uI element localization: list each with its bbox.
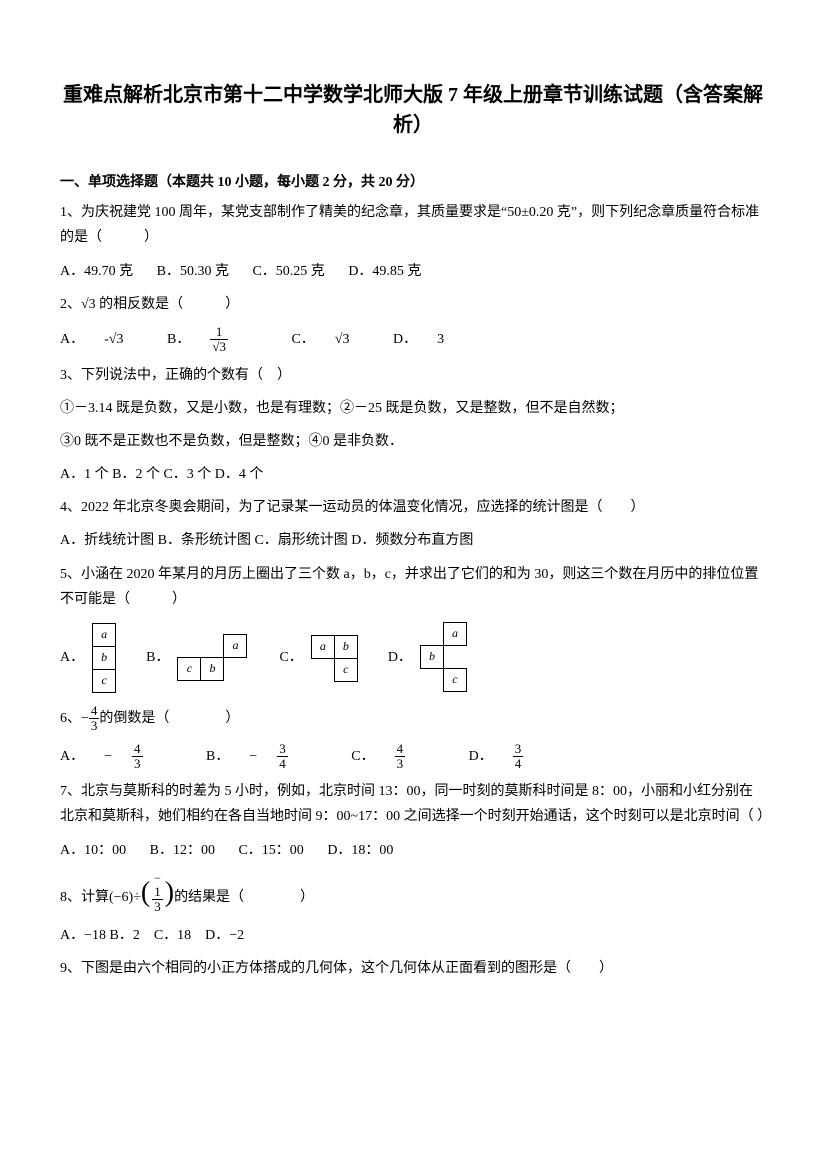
grid-cell: b bbox=[200, 657, 224, 681]
question-5-options: A． a b c B． a b c C． a b c D． a b bbox=[60, 622, 766, 694]
q7-optD: D．18：00 bbox=[327, 843, 393, 858]
q6-optD: D．34 bbox=[469, 749, 564, 764]
q7-optC: C．15：00 bbox=[238, 843, 303, 858]
q5-optB: B． a b c bbox=[146, 634, 249, 682]
q2-optA: A．-√3 bbox=[60, 332, 143, 347]
question-2: 2、√3 的相反数是（ ） bbox=[60, 292, 766, 317]
q7-optB: B．12：00 bbox=[150, 843, 215, 858]
q6-optC: C．43 bbox=[351, 749, 445, 764]
section-header: 一、单项选择题（本题共 10 小题，每小题 2 分，共 20 分） bbox=[60, 170, 766, 195]
q5-optD: D． a b c bbox=[388, 622, 468, 694]
grid-cell: b bbox=[92, 646, 116, 670]
grid-cell: c bbox=[177, 657, 201, 681]
question-1-options: A．49.70 克 B．50.30 克 C．50.25 克 D．49.85 克 bbox=[60, 259, 766, 284]
grid-cell: a bbox=[223, 634, 247, 658]
q6-optB: B．−34 bbox=[206, 749, 328, 764]
question-3-options: A．1 个 B．2 个 C．3 个 D．4 个 bbox=[60, 462, 766, 487]
question-8-options: A．−18 B．2 C．18 D．−2 bbox=[60, 923, 766, 948]
grid-cell: c bbox=[334, 658, 358, 682]
q1-optC: C．50.25 克 bbox=[252, 264, 324, 279]
grid-cell: a bbox=[311, 635, 335, 659]
q7-optA: A．10：00 bbox=[60, 843, 126, 858]
question-4-options: A．折线统计图 B．条形统计图 C．扇形统计图 D．频数分布直方图 bbox=[60, 528, 766, 553]
q2-optC: C．√3 bbox=[291, 332, 369, 347]
grid-cell: a bbox=[443, 622, 467, 646]
question-6-options: A．−43 B．−34 C．43 D．34 bbox=[60, 742, 766, 772]
question-2-options: A．-√3 B．1√3 C．√3 D．3 bbox=[60, 325, 766, 355]
question-3-line2: ③0 既不是正数也不是负数，但是整数；④0 是非负数． bbox=[60, 429, 766, 454]
q5-optA: A． a b c bbox=[60, 623, 116, 693]
question-6: 6、−43的倒数是（ ） bbox=[60, 704, 766, 734]
grid-cell: c bbox=[443, 668, 467, 692]
q2-optB: B．1√3 bbox=[167, 332, 268, 347]
question-7-options: A．10：00 B．12：00 C．15：00 D．18：00 bbox=[60, 838, 766, 863]
question-9: 9、下图是由六个相同的小正方体搭成的几何体，这个几何体从正面看到的图形是（ ） bbox=[60, 956, 766, 981]
q1-optB: B．50.30 克 bbox=[157, 264, 229, 279]
q5-optC: C． a b c bbox=[279, 635, 357, 682]
question-3: 3、下列说法中，正确的个数有（ ） bbox=[60, 363, 766, 388]
q1-optD: D．49.85 克 bbox=[348, 264, 421, 279]
question-3-line1: ①－3.14 既是负数，又是小数，也是有理数；②－25 既是负数，又是整数，但不… bbox=[60, 396, 766, 421]
question-8: 8、计算(−6)÷(−13)的结果是（ ） bbox=[60, 871, 766, 915]
question-1: 1、为庆祝建党 100 周年，某党支部制作了精美的纪念章，其质量要求是“50±0… bbox=[60, 200, 766, 250]
question-5: 5、小涵在 2020 年某月的月历上圈出了三个数 a，b，c，并求出了它们的和为… bbox=[60, 562, 766, 612]
grid-cell: c bbox=[92, 669, 116, 693]
grid-cell: a bbox=[92, 623, 116, 647]
question-7: 7、北京与莫斯科的时差为 5 小时，例如，北京时间 13：00，同一时刻的莫斯科… bbox=[60, 779, 766, 829]
question-4: 4、2022 年北京冬奥会期间，为了记录某一运动员的体温变化情况，应选择的统计图… bbox=[60, 495, 766, 520]
q1-optA: A．49.70 克 bbox=[60, 264, 133, 279]
grid-cell: b bbox=[420, 645, 444, 669]
q2-optD: D．3 bbox=[393, 332, 464, 347]
grid-cell: b bbox=[334, 635, 358, 659]
q6-optA: A．−43 bbox=[60, 749, 183, 764]
page-title: 重难点解析北京市第十二中学数学北师大版 7 年级上册章节训练试题（含答案解析） bbox=[60, 80, 766, 140]
